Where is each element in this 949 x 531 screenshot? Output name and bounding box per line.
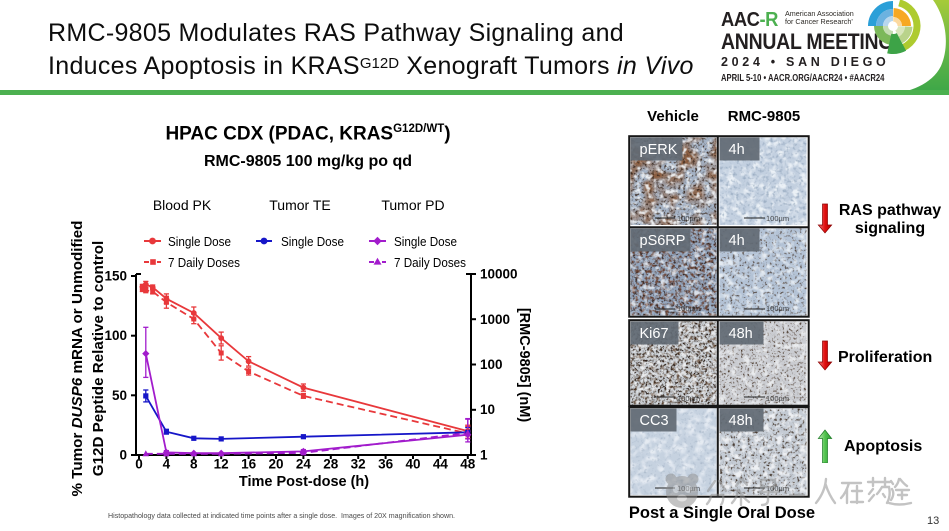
svg-text:0: 0 [119,448,127,463]
svg-text:100µm: 100µm [766,214,789,223]
svg-text:Single Dose: Single Dose [394,234,457,249]
svg-text:G12D Peptide Relative to contr: G12D Peptide Relative to control [90,241,107,476]
svg-text:44: 44 [433,457,449,472]
svg-text:100: 100 [480,357,503,372]
svg-text:1000: 1000 [480,312,510,327]
svg-text:10000: 10000 [480,267,518,282]
svg-text:36: 36 [378,457,394,472]
svg-text:8: 8 [190,457,198,472]
svg-text:7 Daily Doses: 7 Daily Doses [394,255,466,270]
svg-text:12: 12 [214,457,229,472]
svg-text:48h: 48h [729,413,753,429]
svg-text:4h: 4h [729,233,745,249]
svg-text:pS6RP: pS6RP [640,233,686,249]
svg-text:28: 28 [323,457,339,472]
svg-text:7 Daily Doses: 7 Daily Doses [168,255,240,270]
svg-text:32: 32 [351,457,366,472]
svg-text:4h: 4h [729,142,745,158]
svg-text:% Tumor DUSP6 mRNA or Unmodifi: % Tumor DUSP6 mRNA or Unmodified [69,221,86,497]
svg-text:CC3: CC3 [640,413,669,429]
svg-text:50: 50 [112,388,127,403]
svg-text:0: 0 [135,457,143,472]
svg-text:100µm: 100µm [677,304,700,313]
svg-text:48: 48 [460,457,476,472]
svg-text:pERK: pERK [640,142,678,158]
svg-text:1: 1 [480,448,488,463]
svg-text:4: 4 [163,457,171,472]
svg-text:100µm: 100µm [677,394,700,403]
svg-text:100µm: 100µm [766,304,789,313]
svg-text:Ki67: Ki67 [640,326,669,342]
svg-text:40: 40 [405,457,420,472]
svg-text:Single Dose: Single Dose [168,234,231,249]
svg-text:16: 16 [241,457,257,472]
svg-text:20: 20 [268,457,283,472]
svg-text:48h: 48h [729,326,753,342]
svg-text:100µm: 100µm [677,214,700,223]
svg-text:Time Post-dose (h): Time Post-dose (h) [239,474,369,490]
svg-text:100µm: 100µm [766,484,789,493]
svg-text:150: 150 [104,269,127,284]
svg-text:[RMC-9805] (nM): [RMC-9805] (nM) [516,308,532,423]
svg-text:100µm: 100µm [766,394,789,403]
svg-text:Single Dose: Single Dose [281,234,344,249]
svg-text:100: 100 [104,328,127,343]
svg-text:10: 10 [480,402,495,417]
svg-text:24: 24 [296,457,312,472]
